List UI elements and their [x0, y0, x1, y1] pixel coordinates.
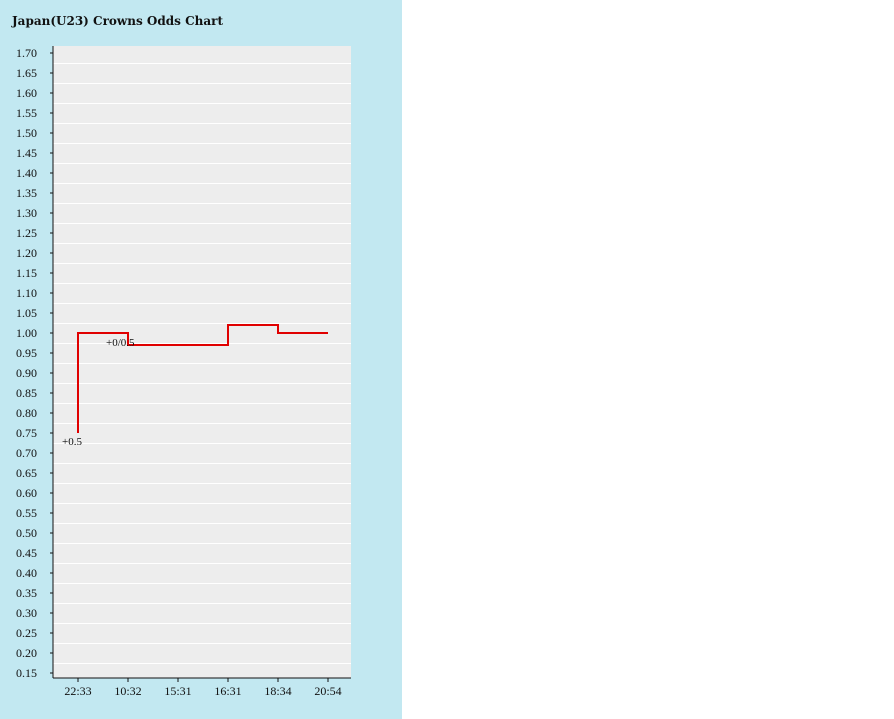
y-tick-label: 1.45: [16, 146, 37, 160]
y-tick-label: 0.55: [16, 506, 37, 520]
x-tick-label: 16:31: [214, 684, 241, 698]
y-tick-label: 1.60: [16, 86, 37, 100]
y-tick-label: 1.70: [16, 46, 37, 60]
chart-title: Japan(U23) Crowns Odds Chart: [12, 14, 223, 28]
y-tick-label: 0.45: [16, 546, 37, 560]
y-tick-label: 0.90: [16, 366, 37, 380]
y-tick-label: 1.25: [16, 226, 37, 240]
y-tick-label: 0.70: [16, 446, 37, 460]
y-tick-label: 0.30: [16, 606, 37, 620]
y-tick-label: 0.40: [16, 566, 37, 580]
x-axis: 22:33 10:32 15:31 16:31 18:34 20:54: [53, 677, 351, 698]
y-tick-label: 1.55: [16, 106, 37, 120]
series-group: [77, 324, 328, 433]
y-tick-label: 1.65: [16, 66, 37, 80]
y-tick-label: 1.40: [16, 166, 37, 180]
x-tick-label: 22:33: [64, 684, 91, 698]
y-tick-label: 0.75: [16, 426, 37, 440]
y-tick-label: 0.65: [16, 466, 37, 480]
grid-lines: [53, 63, 351, 664]
handicap-label: +0/0.5: [106, 337, 135, 349]
y-tick-label: 1.15: [16, 266, 37, 280]
y-tick-label: 1.35: [16, 186, 37, 200]
y-tick-label: 1.05: [16, 306, 37, 320]
odds-chart: 1.70 1.65 1.60 1.55 1.50 1.45 1.40 1.35 1.30 1.25…: [16, 46, 351, 698]
y-tick-label: 0.60: [16, 486, 37, 500]
odds-line: [77, 324, 328, 433]
y-tick-label: 0.35: [16, 586, 37, 600]
x-tick-label: 20:54: [314, 684, 341, 698]
x-tick-label: 15:31: [164, 684, 191, 698]
x-tick-label: 10:32: [114, 684, 141, 698]
y-tick-label: 1.00: [16, 326, 37, 340]
handicap-label: +0.5: [62, 436, 82, 448]
y-tick-label: 0.25: [16, 626, 37, 640]
y-tick-label: 0.20: [16, 646, 37, 660]
y-tick-label: 1.20: [16, 246, 37, 260]
y-tick-label: 0.50: [16, 526, 37, 540]
y-tick-label: 0.95: [16, 346, 37, 360]
y-tick-label: 0.15: [16, 666, 37, 680]
y-tick-label: 0.85: [16, 386, 37, 400]
y-tick-label: 1.50: [16, 126, 37, 140]
plot-background: [53, 46, 351, 678]
y-tick-label: 0.80: [16, 406, 37, 420]
y-axis: 1.70 1.65 1.60 1.55 1.50 1.45 1.40 1.35 1.30 1.25…: [16, 46, 54, 680]
y-tick-label: 1.10: [16, 286, 37, 300]
x-tick-label: 18:34: [264, 684, 291, 698]
annotations: +0.5 +0/0.5: [62, 337, 135, 448]
y-tick-label: 1.30: [16, 206, 37, 220]
